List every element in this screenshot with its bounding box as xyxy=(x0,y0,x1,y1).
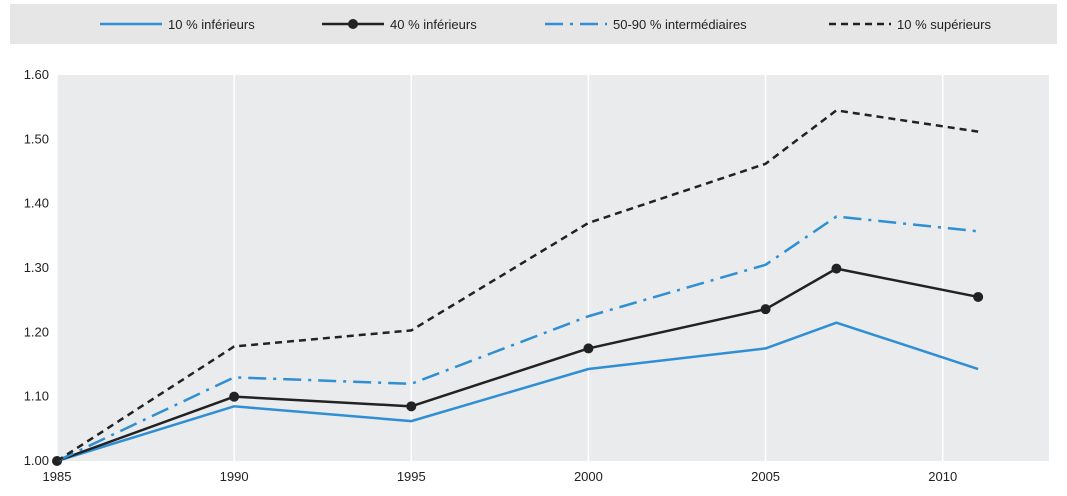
series-lines xyxy=(52,109,984,466)
data-point xyxy=(831,263,842,274)
series-line-3 xyxy=(56,109,979,463)
x-axis: 1985 1990 1995 2000 2005 2010 xyxy=(43,469,958,484)
y-tick-label: 1.50 xyxy=(24,131,49,146)
legend: 10 % inférieurs 40 % inférieurs 50-90 % in… xyxy=(100,17,991,32)
plot-area xyxy=(57,75,1049,461)
x-tick-label: 2005 xyxy=(751,469,780,484)
data-point xyxy=(229,391,240,402)
legend-label-0: 10 % inférieurs xyxy=(168,17,255,32)
legend-label-1: 40 % inférieurs xyxy=(390,17,477,32)
x-tick-label: 1995 xyxy=(397,469,426,484)
data-point xyxy=(406,401,417,412)
series-line-0 xyxy=(56,321,979,463)
y-tick-label: 1.40 xyxy=(24,196,49,211)
x-tick-label: 2000 xyxy=(574,469,603,484)
y-tick-label: 1.30 xyxy=(24,260,49,275)
data-point xyxy=(583,343,594,354)
data-point xyxy=(760,304,771,315)
legend-marker xyxy=(348,19,358,29)
x-tick-label: 1990 xyxy=(220,469,249,484)
y-tick-label: 1.20 xyxy=(24,324,49,339)
y-tick-label: 1.10 xyxy=(24,389,49,404)
y-tick-label: 1.60 xyxy=(24,67,49,82)
series-line-2 xyxy=(56,215,979,463)
x-tick-label: 1985 xyxy=(43,469,72,484)
data-point xyxy=(973,291,984,302)
legend-label-3: 10 % supérieurs xyxy=(897,17,991,32)
y-axis: 1.00 1.10 1.20 1.30 1.40 1.50 1.60 xyxy=(24,67,49,468)
legend-label-2: 50-90 % intermédiaires xyxy=(613,17,747,32)
x-tick-label: 2010 xyxy=(928,469,957,484)
y-tick-label: 1.00 xyxy=(24,453,49,468)
